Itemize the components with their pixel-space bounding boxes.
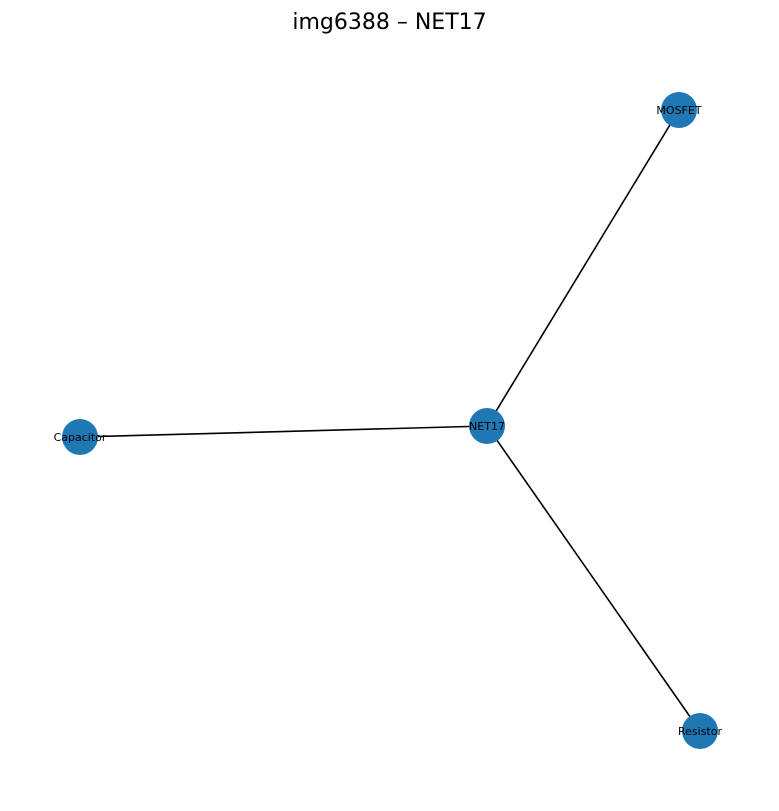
- node-circle: [469, 408, 505, 444]
- node-net17: NET17: [469, 408, 505, 444]
- nodes-layer: NET17 MOSFET Capacitor Resistor: [54, 92, 722, 749]
- node-label: MOSFET: [656, 104, 701, 117]
- node-label: NET17: [469, 420, 505, 433]
- edges-layer: [79, 109, 701, 732]
- node-resistor: Resistor: [678, 713, 722, 749]
- node-circle: [62, 419, 98, 455]
- node-capacitor: Capacitor: [54, 419, 107, 455]
- node-circle: [661, 92, 697, 128]
- diagram-title: img6388 – NET17: [292, 10, 487, 35]
- node-circle: [682, 713, 718, 749]
- edge-net17-capacitor: [79, 425, 488, 438]
- edge-net17-resistor: [486, 425, 701, 732]
- node-label: Capacitor: [54, 431, 107, 444]
- node-mosfet: MOSFET: [656, 92, 702, 128]
- node-label: Resistor: [678, 725, 722, 738]
- edge-net17-mosfet: [486, 109, 680, 427]
